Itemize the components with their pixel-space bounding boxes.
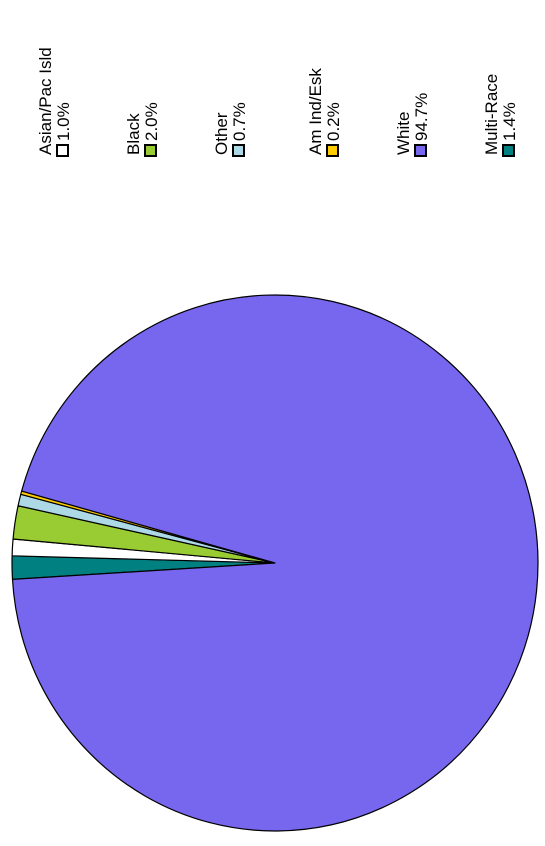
legend-item-white: 94.7%White [394,93,431,157]
legend-swatch-other [232,144,245,157]
legend-swatch-am-ind-esk [326,144,339,157]
pie-slice-white [11,294,539,832]
legend-item-asian-pac-isld: 1.0%Asian/Pac Isld [36,47,73,157]
legend-label-black: Black [124,113,143,155]
legend-percent-other: 0.7% [230,102,249,141]
legend-percent-am-ind-esk: 0.2% [324,102,343,141]
legend-swatch-black [144,144,157,157]
legend-label-other: Other [212,112,231,155]
legend-swatch-white [414,144,427,157]
legend-item-multi-race: 1.4%Multi-Race [482,74,519,157]
legend-label-asian-pac-isld: Asian/Pac Isld [36,47,55,155]
legend-item-black: 2.0%Black [124,102,161,157]
pie-slices [11,294,539,832]
legend-label-white: White [394,112,413,155]
legend-percent-white: 94.7% [412,93,431,141]
legend-item-other: 0.7%Other [212,102,249,157]
legend-label-multi-race: Multi-Race [482,74,501,155]
legend-percent-black: 2.0% [142,102,161,141]
legend-percent-asian-pac-isld: 1.0% [54,102,73,141]
legend-percent-multi-race: 1.4% [500,102,519,141]
legend-swatch-asian-pac-isld [56,144,69,157]
legend: 1.0%Asian/Pac Isld 2.0%Black 0.7%Other 0.2%… [36,47,519,157]
legend-swatch-multi-race [502,144,515,157]
legend-label-am-ind-esk: Am Ind/Esk [306,68,325,155]
legend-item-am-ind-esk: 0.2%Am Ind/Esk [306,68,343,157]
